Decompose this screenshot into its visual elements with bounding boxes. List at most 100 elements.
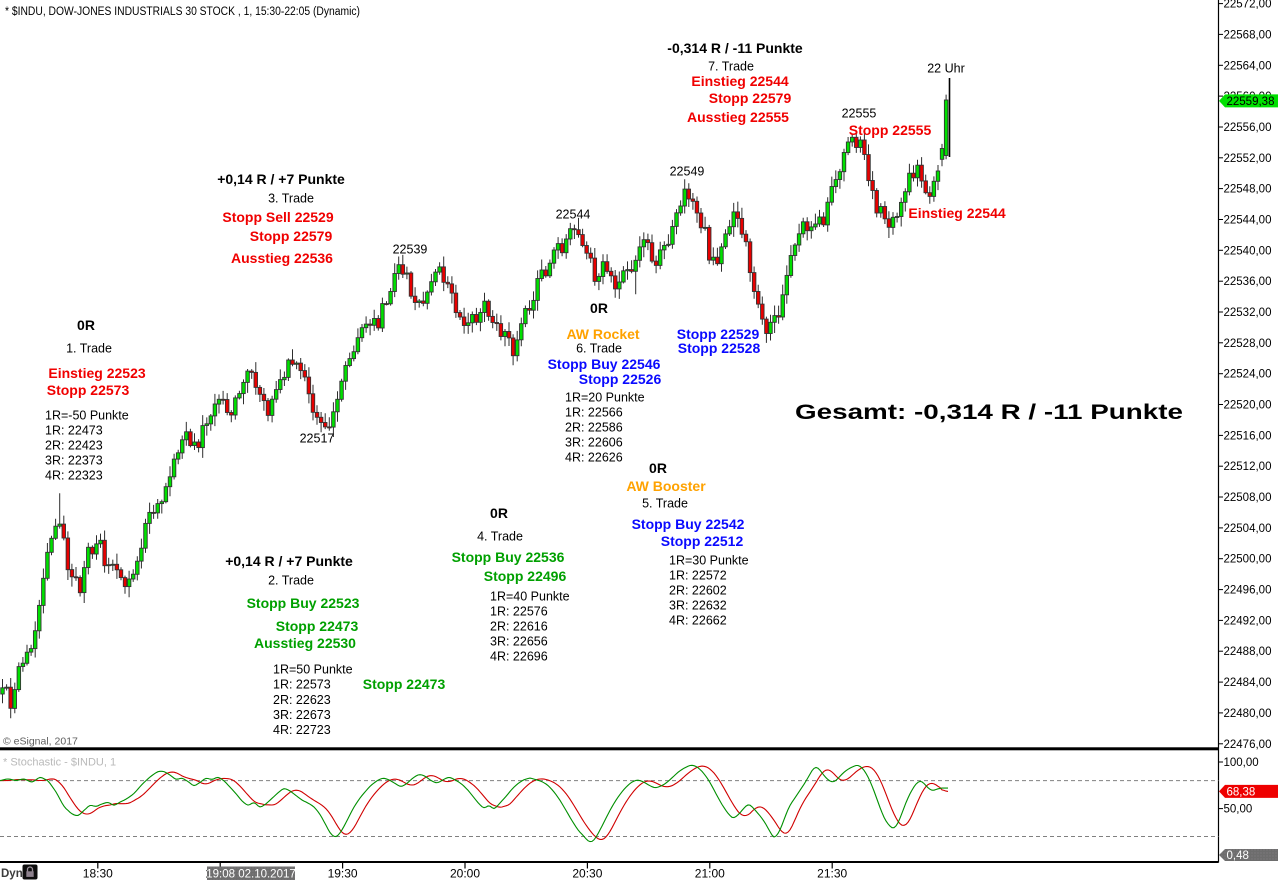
svg-text:5. Trade: 5. Trade — [642, 496, 688, 510]
svg-text:6. Trade: 6. Trade — [576, 341, 622, 355]
svg-text:22488,00: 22488,00 — [1224, 646, 1272, 658]
svg-text:Stopp 22579: Stopp 22579 — [709, 90, 792, 106]
svg-text:Ausstieg 22536: Ausstieg 22536 — [231, 250, 333, 266]
svg-text:3R: 22673: 3R: 22673 — [273, 708, 331, 722]
svg-text:* Stochastic - $INDU, 1: * Stochastic - $INDU, 1 — [3, 757, 116, 769]
svg-text:22544: 22544 — [556, 207, 591, 221]
svg-text:1R: 22576: 1R: 22576 — [490, 604, 548, 618]
svg-text:22512,00: 22512,00 — [1224, 461, 1272, 473]
svg-text:22539: 22539 — [393, 242, 428, 256]
svg-text:0R: 0R — [490, 505, 508, 521]
svg-text:Stopp 22579: Stopp 22579 — [250, 228, 333, 244]
svg-text:4R: 22662: 4R: 22662 — [669, 613, 727, 627]
svg-text:19:30: 19:30 — [328, 867, 358, 881]
svg-text:Stopp Buy 22536: Stopp Buy 22536 — [452, 549, 565, 565]
svg-text:3R: 22373: 3R: 22373 — [45, 453, 103, 467]
svg-text:1R: 22473: 1R: 22473 — [45, 423, 103, 437]
svg-text:1R: 22566: 1R: 22566 — [565, 405, 623, 419]
svg-text:22517: 22517 — [300, 431, 335, 445]
svg-text:Stopp Buy 22523: Stopp Buy 22523 — [247, 595, 360, 611]
svg-text:22500,00: 22500,00 — [1224, 554, 1272, 566]
svg-text:+0,14 R / +7 Punkte: +0,14 R / +7 Punkte — [225, 553, 353, 569]
svg-text:-0,314 R / -11 Punkte: -0,314 R / -11 Punkte — [667, 40, 803, 56]
svg-text:Stopp 22528: Stopp 22528 — [678, 340, 761, 356]
svg-text:22516,00: 22516,00 — [1224, 430, 1272, 442]
svg-text:2R: 22586: 2R: 22586 — [565, 420, 623, 434]
svg-text:22492,00: 22492,00 — [1224, 615, 1272, 627]
svg-text:+0,14 R / +7 Punkte: +0,14 R / +7 Punkte — [217, 171, 345, 187]
svg-text:100,00: 100,00 — [1224, 757, 1259, 769]
svg-text:4R: 22696: 4R: 22696 — [490, 649, 548, 663]
svg-text:1R=-50 Punkte: 1R=-50 Punkte — [45, 408, 129, 422]
svg-text:4R: 22626: 4R: 22626 — [565, 450, 623, 464]
svg-text:Stopp 22473: Stopp 22473 — [363, 676, 446, 692]
svg-text:22559,38: 22559,38 — [1227, 96, 1275, 108]
svg-text:4R: 22723: 4R: 22723 — [273, 723, 331, 737]
svg-text:20:30: 20:30 — [572, 867, 602, 881]
svg-text:22496,00: 22496,00 — [1224, 585, 1272, 597]
svg-text:22480,00: 22480,00 — [1224, 708, 1272, 720]
svg-text:1. Trade: 1. Trade — [66, 341, 112, 355]
svg-text:2R: 22616: 2R: 22616 — [490, 619, 548, 633]
svg-text:4R: 22323: 4R: 22323 — [45, 468, 103, 482]
svg-text:1R=30 Punkte: 1R=30 Punkte — [669, 553, 749, 567]
svg-text:© eSignal, 2017: © eSignal, 2017 — [3, 736, 78, 748]
svg-text:1R=40 Punkte: 1R=40 Punkte — [490, 589, 570, 603]
svg-text:22524,00: 22524,00 — [1224, 369, 1272, 381]
svg-text:Stopp 22573: Stopp 22573 — [47, 382, 130, 398]
svg-text:* $INDU, DOW-JONES INDUSTRIALS: * $INDU, DOW-JONES INDUSTRIALS 30 STOCK … — [5, 6, 360, 18]
svg-text:22476,00: 22476,00 — [1224, 739, 1272, 751]
svg-text:0R: 0R — [649, 460, 667, 476]
svg-text:22520,00: 22520,00 — [1224, 400, 1272, 412]
svg-text:4. Trade: 4. Trade — [477, 529, 523, 543]
svg-text:3. Trade: 3. Trade — [268, 191, 314, 205]
svg-text:2R: 22602: 2R: 22602 — [669, 583, 727, 597]
svg-text:0R: 0R — [77, 317, 95, 333]
svg-text:0R: 0R — [590, 300, 608, 316]
svg-text:19:08 02.10.2017: 19:08 02.10.2017 — [206, 868, 296, 880]
svg-text:22549: 22549 — [670, 164, 705, 178]
svg-text:Stopp 22555: Stopp 22555 — [849, 122, 932, 138]
svg-text:22532,00: 22532,00 — [1224, 307, 1272, 319]
svg-text:2. Trade: 2. Trade — [268, 573, 314, 587]
svg-text:Stopp 22526: Stopp 22526 — [579, 371, 662, 387]
svg-text:Stopp 22496: Stopp 22496 — [484, 568, 567, 584]
svg-text:Stopp Buy 22546: Stopp Buy 22546 — [548, 356, 661, 372]
svg-text:AW Rocket: AW Rocket — [566, 326, 639, 342]
svg-text:0,48: 0,48 — [1227, 850, 1249, 862]
svg-text:Stopp 22512: Stopp 22512 — [661, 533, 744, 549]
svg-text:Ausstieg 22555: Ausstieg 22555 — [687, 109, 789, 125]
svg-text:2R: 22623: 2R: 22623 — [273, 693, 331, 707]
svg-text:Einstieg 22523: Einstieg 22523 — [48, 365, 145, 381]
svg-text:22 Uhr: 22 Uhr — [927, 61, 965, 75]
svg-text:3R: 22656: 3R: 22656 — [490, 634, 548, 648]
svg-text:Dyn: Dyn — [1, 868, 23, 880]
svg-text:22556,00: 22556,00 — [1224, 122, 1272, 134]
svg-text:21:30: 21:30 — [817, 867, 847, 881]
svg-text:Stopp 22473: Stopp 22473 — [276, 618, 359, 634]
svg-text:22555: 22555 — [842, 106, 877, 120]
svg-text:18:30: 18:30 — [83, 867, 113, 881]
svg-text:Ausstieg 22530: Ausstieg 22530 — [254, 635, 356, 651]
svg-text:22568,00: 22568,00 — [1224, 29, 1272, 41]
svg-text:Stopp Buy 22542: Stopp Buy 22542 — [632, 516, 745, 532]
svg-text:Stopp 22529: Stopp 22529 — [677, 326, 760, 342]
svg-text:21:00: 21:00 — [695, 867, 725, 881]
svg-text:Einstieg 22544: Einstieg 22544 — [908, 205, 1005, 221]
svg-text:22484,00: 22484,00 — [1224, 677, 1272, 689]
svg-text:2R: 22423: 2R: 22423 — [45, 438, 103, 452]
svg-text:1R: 22572: 1R: 22572 — [669, 568, 727, 582]
svg-text:20:00: 20:00 — [450, 867, 480, 881]
svg-text:22548,00: 22548,00 — [1224, 184, 1272, 196]
svg-text:50,00: 50,00 — [1224, 804, 1253, 816]
svg-text:3R: 22606: 3R: 22606 — [565, 435, 623, 449]
svg-text:22564,00: 22564,00 — [1224, 60, 1272, 72]
svg-text:Gesamt: -0,314 R / -11 Punkte: Gesamt: -0,314 R / -11 Punkte — [795, 401, 1183, 424]
svg-text:Stopp Sell 22529: Stopp Sell 22529 — [222, 209, 333, 225]
svg-text:22572,00: 22572,00 — [1224, 0, 1272, 11]
svg-text:22528,00: 22528,00 — [1224, 338, 1272, 350]
svg-text:1R=20 Punkte: 1R=20 Punkte — [565, 390, 645, 404]
svg-text:22504,00: 22504,00 — [1224, 523, 1272, 535]
svg-text:22536,00: 22536,00 — [1224, 276, 1272, 288]
svg-text:7. Trade: 7. Trade — [708, 59, 754, 73]
